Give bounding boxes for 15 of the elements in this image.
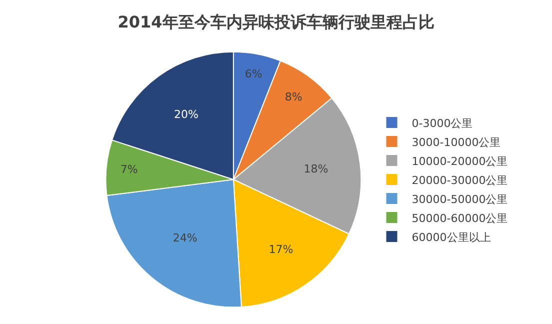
data-label: 7% [120, 163, 138, 176]
data-label: 17% [268, 242, 294, 256]
legend-label: 60000公里以上 [412, 230, 491, 244]
chart-title: 2014年至今车内异味投诉车辆行驶里程占比 [118, 12, 434, 32]
legend-label: 50000-60000公里 [412, 212, 508, 225]
data-label: 24% [172, 231, 198, 244]
data-label: 20% [174, 108, 198, 121]
legend-label: 30000-50000公里 [412, 192, 508, 206]
data-label: 18% [304, 162, 328, 176]
legend-label: 0-3000公里 [412, 116, 473, 130]
data-label: 8% [284, 90, 302, 104]
legend-label: 3000-10000公里 [412, 136, 501, 149]
legend-label: 10000-20000公里 [412, 154, 508, 168]
legend-label: 20000-30000公里 [412, 174, 508, 187]
data-label: 6% [244, 67, 262, 80]
